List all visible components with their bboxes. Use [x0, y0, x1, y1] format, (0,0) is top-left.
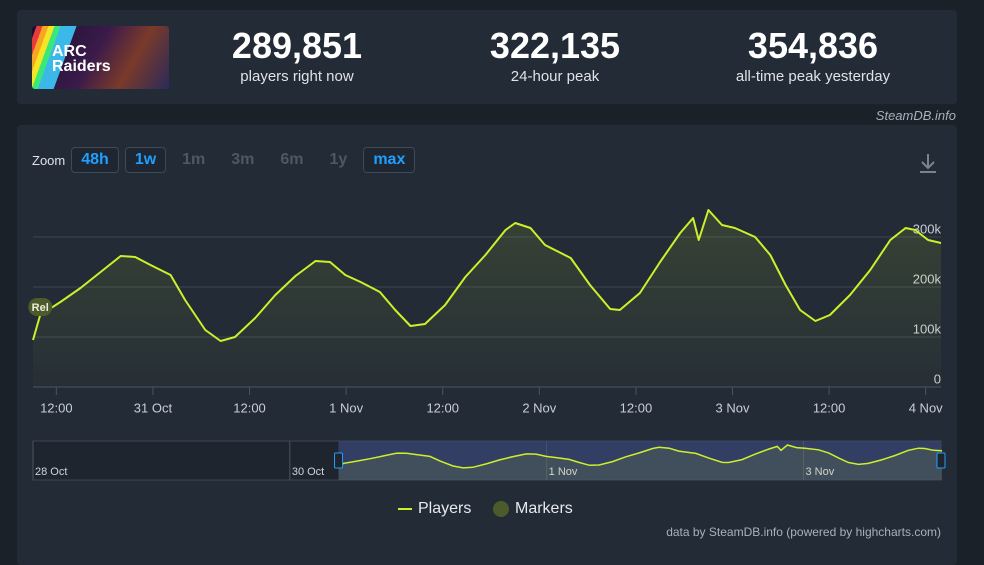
game-name: ARC Raiders: [52, 43, 111, 75]
x-tick-label: 2 Nov: [522, 400, 556, 415]
zoom-button[interactable]: 1y: [329, 151, 348, 168]
x-tick-label: 4 Nov: [909, 400, 943, 415]
x-tick-label: 12:00: [426, 400, 459, 415]
navigator-tick-label: 28 Oct: [35, 466, 67, 478]
stat: 354,836 all-time peak yesterday: [693, 25, 933, 86]
zoom-button[interactable]: 1w: [124, 147, 167, 173]
game-cover[interactable]: ARC Raiders: [32, 26, 169, 89]
x-tick-label: 1 Nov: [329, 400, 363, 415]
zoom-button[interactable]: 48h: [71, 147, 119, 173]
stat: 289,851 players right now: [177, 25, 417, 86]
zoom-button[interactable]: 3m: [231, 151, 255, 168]
x-tick-label: 12:00: [813, 400, 846, 415]
stat-value: 289,851: [231, 25, 363, 66]
x-tick-label: 31 Oct: [134, 400, 173, 415]
credit: data by SteamDB.info (powered by highcha…: [666, 525, 941, 539]
navigator-area: [338, 445, 943, 480]
navigator-tick-label: 1 Nov: [549, 466, 578, 478]
marker: [28, 298, 53, 316]
stat-value: 322,135: [489, 25, 621, 66]
stats-card: ARC Raiders 289,851 players right now 32…: [17, 10, 957, 104]
legend-label[interactable]: Markers: [515, 500, 573, 517]
x-tick-label: 12:00: [40, 400, 73, 415]
zoom-button[interactable]: 1m: [182, 151, 206, 168]
navigator-handle[interactable]: [936, 452, 946, 469]
stat: 322,135 24-hour peak: [435, 25, 675, 86]
navigator-tick-label: 30 Oct: [292, 466, 324, 478]
x-tick-label: 3 Nov: [716, 400, 750, 415]
stat-value: 354,836: [747, 25, 879, 66]
zoom-bar: Zoom 48h 1w 1m 3m 6m 1y max: [32, 147, 421, 173]
page: { "game": {"name": "ARC Raiders"}, "stat…: [17, 10, 957, 565]
x-tick-label: 12:00: [233, 400, 266, 415]
stat-label: players right now: [240, 68, 354, 85]
download-icon[interactable]: [920, 154, 936, 173]
download-glyph: [920, 154, 936, 173]
series-line: [32, 209, 942, 342]
legend-swatch: [493, 501, 509, 517]
zoom-button[interactable]: max: [363, 147, 416, 173]
navigator-tick-label: 3 Nov: [805, 466, 834, 478]
legend-label[interactable]: Players: [418, 500, 471, 517]
stat-label: 24-hour peak: [510, 68, 600, 85]
source-link[interactable]: SteamDB.info: [875, 108, 956, 123]
navigator-line: [337, 444, 943, 469]
area-fill: [33, 210, 941, 387]
marker-label: Rel: [32, 302, 49, 314]
zoom-button[interactable]: 6m: [280, 151, 304, 168]
stat-label: all-time peak yesterday: [735, 68, 891, 85]
zoom-label: Zoom: [32, 152, 66, 168]
x-tick-label: 12:00: [620, 400, 653, 415]
navigator-handle[interactable]: [334, 452, 344, 469]
